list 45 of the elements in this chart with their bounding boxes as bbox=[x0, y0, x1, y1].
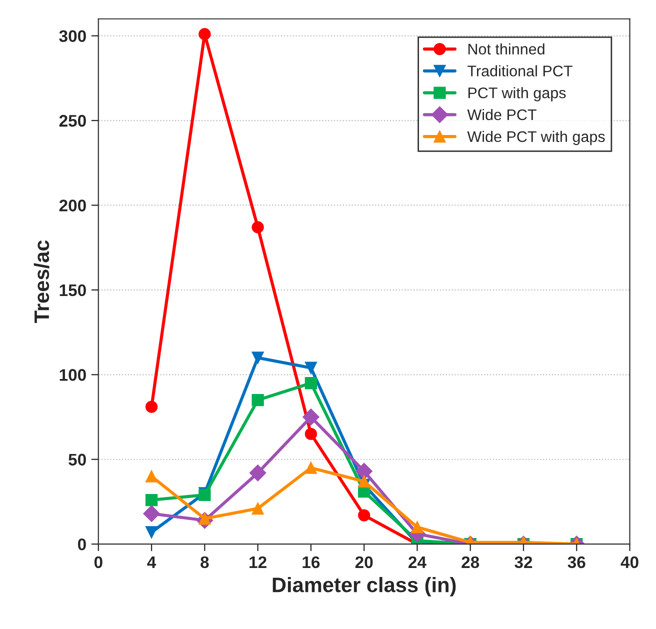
point bbox=[252, 352, 264, 364]
y-tick-label: 100 bbox=[60, 369, 86, 381]
point bbox=[252, 394, 264, 406]
point bbox=[302, 408, 320, 426]
y-tick-label: 300 bbox=[59, 30, 86, 42]
point bbox=[304, 362, 318, 374]
x-tick-label: 28 bbox=[462, 556, 480, 568]
x-tick-label: 24 bbox=[408, 556, 426, 568]
legend-label: Wide PCT with gaps bbox=[467, 130, 605, 146]
point bbox=[145, 400, 158, 413]
point bbox=[145, 494, 158, 506]
legend-label: PCT with gaps bbox=[468, 87, 566, 102]
y-axis-title: Trees/ac bbox=[34, 240, 50, 323]
x-tick-label: 20 bbox=[355, 556, 373, 568]
x-tick-label: 12 bbox=[250, 556, 266, 568]
y-tick-label: 150 bbox=[60, 284, 86, 296]
point bbox=[249, 464, 266, 482]
x-axis-title: Diameter class (in) bbox=[272, 576, 456, 596]
x-tick-label: 32 bbox=[514, 556, 532, 568]
x-tick-label: 16 bbox=[302, 556, 320, 568]
x-tick-label: 40 bbox=[620, 556, 638, 568]
legend-label: Traditional PCT bbox=[468, 65, 572, 76]
point bbox=[358, 475, 370, 488]
point bbox=[304, 428, 318, 440]
point bbox=[304, 462, 318, 474]
point bbox=[252, 502, 264, 515]
y-tick-label: 50 bbox=[68, 454, 86, 466]
point bbox=[411, 521, 424, 534]
legend-label: Wide PCT bbox=[467, 108, 536, 120]
point bbox=[252, 221, 264, 234]
point bbox=[145, 470, 158, 482]
x-tick-label: 36 bbox=[568, 556, 586, 568]
legend-label: Not thinned bbox=[468, 43, 544, 55]
x-tick-label: 8 bbox=[200, 556, 209, 568]
point bbox=[198, 28, 211, 40]
x-tick-label: 4 bbox=[147, 556, 156, 568]
point bbox=[358, 509, 370, 522]
point bbox=[356, 462, 372, 480]
y-tick-label: 200 bbox=[59, 200, 86, 212]
point bbox=[145, 526, 158, 538]
y-tick-label: 0 bbox=[78, 538, 86, 550]
point bbox=[304, 377, 318, 390]
point bbox=[143, 505, 160, 522]
y-tick-label: 250 bbox=[59, 114, 86, 127]
x-tick-label: 0 bbox=[94, 556, 102, 568]
